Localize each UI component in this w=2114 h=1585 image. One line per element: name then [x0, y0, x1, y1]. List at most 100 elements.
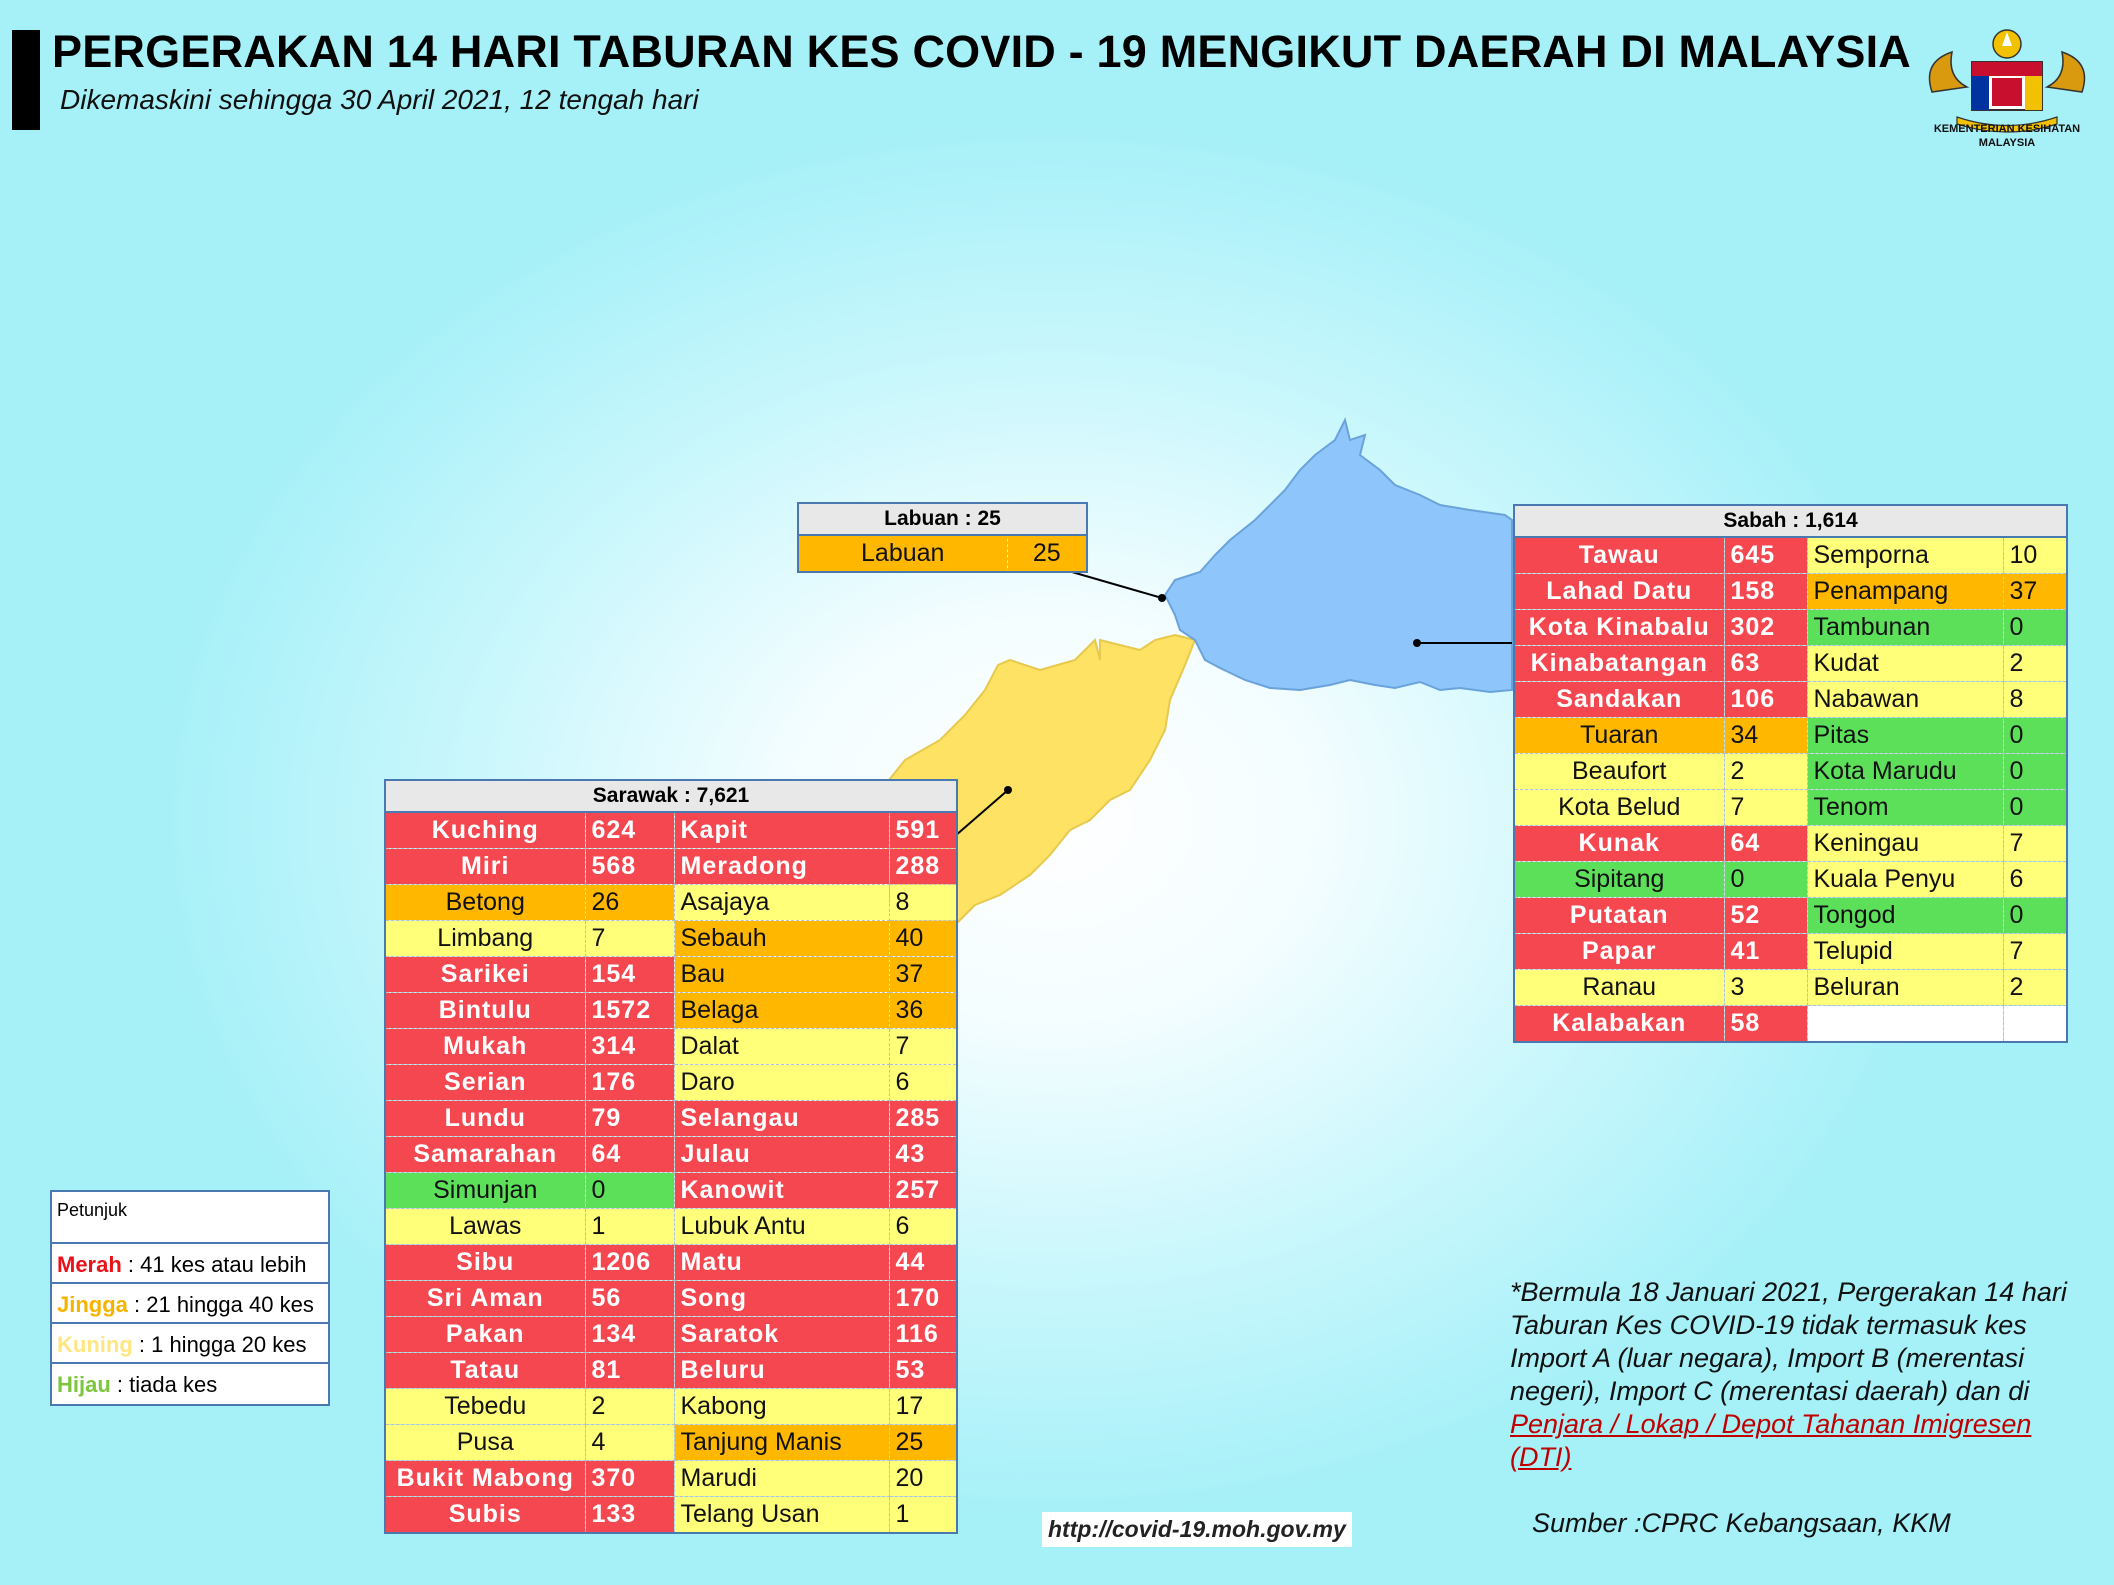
sarawak-leader-line — [954, 789, 1009, 837]
sabah-case-count: 37 — [2002, 573, 2068, 610]
sarawak-district-name: Asajaya — [673, 884, 890, 921]
ministry-name: KEMENTERIAN KESIHATAN MALAYSIA — [1933, 123, 2081, 149]
sabah-case-count: 158 — [1723, 573, 1808, 610]
sabah-case-count: 63 — [1723, 645, 1808, 682]
sabah-district-name: Nabawan — [1806, 681, 2004, 718]
sarawak-district-name: Lawas — [384, 1208, 586, 1245]
table-row: Labuan 25 — [797, 534, 1088, 573]
table-row: Kunak 64 Keningau 7 — [1513, 825, 2068, 862]
sabah-case-count: 64 — [1723, 825, 1808, 862]
sarawak-marker — [1004, 786, 1012, 794]
website-link[interactable]: http://covid-19.moh.gov.my — [1042, 1512, 1352, 1547]
sarawak-case-count: 2 — [584, 1388, 675, 1425]
table-row: Papar 41 Telupid 7 — [1513, 933, 2068, 970]
sabah-table: Sabah : 1,614 Tawau 645 Semporna 10 Lahad Da… — [1512, 504, 2069, 1043]
sarawak-district-name: Pusa — [384, 1424, 586, 1461]
sarawak-case-count: 7 — [584, 920, 675, 957]
sabah-case-count: 2 — [2002, 645, 2068, 682]
table-row: Ranau 3 Beluran 2 — [1513, 969, 2068, 1006]
sabah-district-name — [1806, 1005, 2004, 1043]
sarawak-district-name: Kanowit — [673, 1172, 890, 1209]
sarawak-case-count: 134 — [584, 1316, 675, 1353]
sarawak-case-count: 43 — [888, 1136, 958, 1173]
sarawak-case-count: 37 — [888, 956, 958, 993]
sarawak-district-name: Daro — [673, 1064, 890, 1101]
sarawak-district-name: Beluru — [673, 1352, 890, 1389]
table-row: Pakan 134 Saratok 116 — [384, 1316, 958, 1353]
footnote: *Bermula 18 Januari 2021, Pergerakan 14 … — [1510, 1277, 2067, 1472]
sabah-case-count: 0 — [2002, 789, 2068, 826]
table-row: Lundu 79 Selangau 285 — [384, 1100, 958, 1137]
sarawak-case-count: 1 — [888, 1496, 958, 1534]
table-row: Miri 568 Meradong 288 — [384, 848, 958, 885]
sabah-district-name: Beaufort — [1513, 753, 1725, 790]
sarawak-case-count: 591 — [888, 811, 958, 849]
sarawak-district-name: Song — [673, 1280, 890, 1317]
legend: Petunjuk Merah : 41 kes atau lebih Jingg… — [50, 1190, 330, 1406]
table-row: Samarahan 64 Julau 43 — [384, 1136, 958, 1173]
sarawak-district-name: Julau — [673, 1136, 890, 1173]
table-row: Kalabakan 58 — [1513, 1005, 2068, 1043]
sarawak-district-name: Sri Aman — [384, 1280, 586, 1317]
table-row: Limbang 7 Sebauh 40 — [384, 920, 958, 957]
sarawak-case-count: 64 — [584, 1136, 675, 1173]
labuan-header: Labuan : 25 — [796, 502, 1089, 536]
sabah-district-name: Semporna — [1806, 536, 2004, 574]
sarawak-district-name: Serian — [384, 1064, 586, 1101]
sarawak-case-count: 0 — [584, 1172, 675, 1209]
sarawak-district-name: Dalat — [673, 1028, 890, 1065]
sarawak-case-count: 116 — [888, 1316, 958, 1353]
table-row: Sandakan 106 Nabawan 8 — [1513, 681, 2068, 718]
table-row: Kota Belud 7 Tenom 0 — [1513, 789, 2068, 826]
sabah-district-name: Putatan — [1513, 897, 1725, 934]
sarawak-case-count: 1 — [584, 1208, 675, 1245]
table-row: Pusa 4 Tanjung Manis 25 — [384, 1424, 958, 1461]
table-row: Sarikei 154 Bau 37 — [384, 956, 958, 993]
sabah-district-name: Ranau — [1513, 969, 1725, 1006]
table-row: Mukah 314 Dalat 7 — [384, 1028, 958, 1065]
sarawak-district-name: Simunjan — [384, 1172, 586, 1209]
sarawak-case-count: 176 — [584, 1064, 675, 1101]
sabah-district-name: Sipitang — [1513, 861, 1725, 898]
sarawak-district-name: Samarahan — [384, 1136, 586, 1173]
sarawak-case-count: 36 — [888, 992, 958, 1029]
sarawak-case-count: 17 — [888, 1388, 958, 1425]
sarawak-case-count: 1206 — [584, 1244, 675, 1281]
table-row: Sri Aman 56 Song 170 — [384, 1280, 958, 1317]
sabah-case-count: 0 — [2002, 753, 2068, 790]
sabah-district-name: Penampang — [1806, 573, 2004, 610]
sarawak-case-count: 170 — [888, 1280, 958, 1317]
table-row: Subis 133 Telang Usan 1 — [384, 1496, 958, 1534]
sabah-district-name: Beluran — [1806, 969, 2004, 1006]
sarawak-district-name: Tebedu — [384, 1388, 586, 1425]
dti-link[interactable]: Penjara / Lokap / Depot Tahanan Imigrese… — [1510, 1409, 2032, 1472]
sarawak-district-name: Lundu — [384, 1100, 586, 1137]
sarawak-district-name: Pakan — [384, 1316, 586, 1353]
sabah-district-name: Lahad Datu — [1513, 573, 1725, 610]
sarawak-table: Sarawak : 7,621 Kuching 624 Kapit 591 Miri 56… — [383, 779, 959, 1534]
sabah-district-name: Tawau — [1513, 536, 1725, 574]
sabah-header: Sabah : 1,614 — [1512, 504, 2069, 538]
legend-item-kuning: Kuning : 1 hingga 20 kes — [52, 1324, 328, 1364]
sabah-case-count: 8 — [2002, 681, 2068, 718]
sabah-case-count: 58 — [1723, 1005, 1808, 1043]
sarawak-case-count: 53 — [888, 1352, 958, 1389]
sabah-case-count: 34 — [1723, 717, 1808, 754]
sarawak-case-count: 25 — [888, 1424, 958, 1461]
table-row: Tuaran 34 Pitas 0 — [1513, 717, 2068, 754]
sabah-case-count: 52 — [1723, 897, 1808, 934]
sarawak-district-name: Tatau — [384, 1352, 586, 1389]
sarawak-district-name: Kabong — [673, 1388, 890, 1425]
sarawak-district-name: Kuching — [384, 811, 586, 849]
sabah-district-name: Tambunan — [1806, 609, 2004, 646]
sabah-case-count: 2 — [2002, 969, 2068, 1006]
table-row: Betong 26 Asajaya 8 — [384, 884, 958, 921]
sabah-district-name: Kudat — [1806, 645, 2004, 682]
sabah-case-count: 302 — [1723, 609, 1808, 646]
sarawak-district-name: Mukah — [384, 1028, 586, 1065]
table-row: Serian 176 Daro 6 — [384, 1064, 958, 1101]
table-row: Kuching 624 Kapit 591 — [384, 811, 958, 849]
sarawak-district-name: Subis — [384, 1496, 586, 1534]
sarawak-case-count: 370 — [584, 1460, 675, 1497]
sabah-district-name: Papar — [1513, 933, 1725, 970]
